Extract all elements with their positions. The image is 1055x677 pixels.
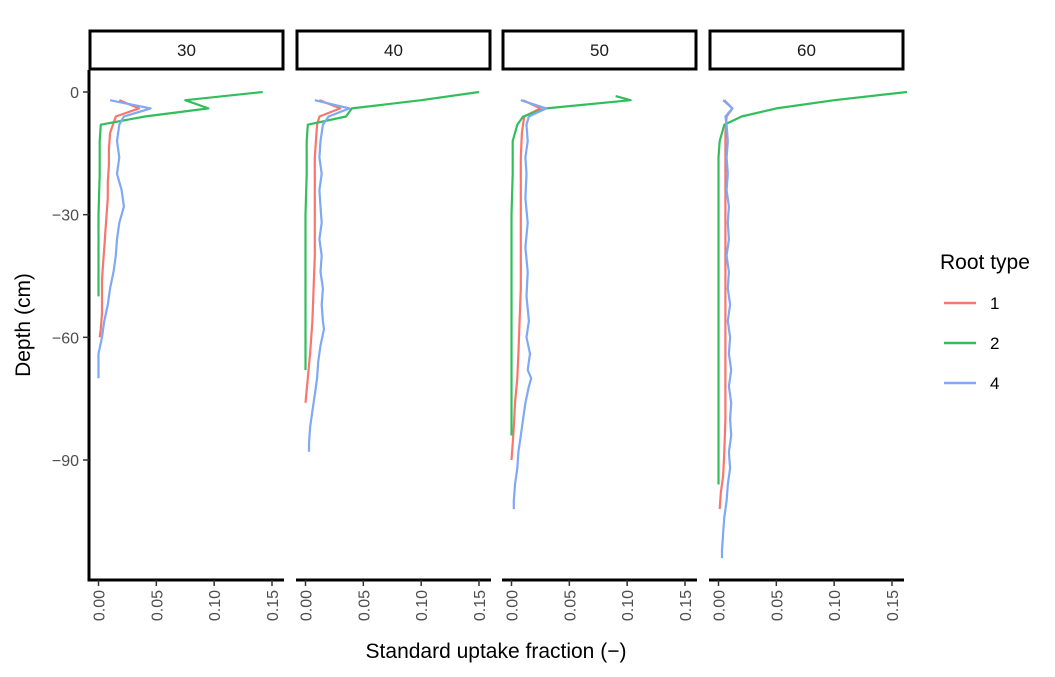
facet-strip (88, 29, 285, 71)
y-tick-label: −60 (52, 330, 79, 347)
panels-layer: 30 0.00 0.05 0.10 0.15 40 0.00 0.05 0.10 0.15 50 0.… (88, 29, 908, 621)
x-tick-label: 0.00 (505, 590, 522, 621)
facet-strip (501, 29, 698, 71)
facet-strip (295, 29, 492, 71)
y-tick-label: −90 (52, 453, 79, 470)
legend-label-4: 4 (990, 374, 999, 393)
series-line-4-panel-50 (512, 99, 548, 510)
legend-label-2: 2 (990, 334, 999, 353)
series-line-1-panel-30 (98, 99, 141, 338)
legend: Root type 1 2 4 (940, 251, 1030, 393)
x-tick-label: 0.05 (149, 590, 166, 621)
legend-title: Root type (940, 251, 1030, 274)
facet-panel-50: 50 0.00 0.05 0.10 0.15 (501, 29, 698, 621)
y-tick-label: −30 (52, 208, 79, 225)
x-tick-label: 0.05 (356, 590, 373, 621)
series-line-2-panel-30 (97, 90, 263, 297)
facet-panel-40: 40 0.00 0.05 0.10 0.15 (295, 29, 492, 621)
facet-strip-label: 60 (797, 41, 816, 60)
y-axis: 0 −30 −60 −90 (52, 70, 91, 582)
x-axis-title: Standard uptake fraction (−) (366, 640, 627, 663)
x-tick-label: 0.10 (620, 590, 637, 621)
series-line-1-panel-50 (510, 99, 542, 461)
facet-strip (708, 29, 905, 71)
y-axis-title: Depth (cm) (12, 273, 35, 377)
x-tick-label: 0.10 (827, 590, 844, 621)
series-line-2-panel-60 (717, 90, 908, 485)
x-tick-label: 0.05 (562, 590, 579, 621)
facet-panel-30: 30 0.00 0.05 0.10 0.15 (88, 29, 285, 621)
facet-strip-label: 40 (384, 41, 403, 60)
series-line-4-panel-60 (720, 99, 734, 559)
x-tick-label: 0.00 (299, 590, 316, 621)
legend-label-1: 1 (990, 294, 999, 313)
series-line-1-panel-40 (304, 99, 342, 403)
facet-strip-label: 30 (177, 41, 196, 60)
x-tick-label: 0.10 (414, 590, 431, 621)
x-tick-label: 0.10 (207, 590, 224, 621)
series-line-2-panel-40 (304, 90, 480, 370)
x-tick-label: 0.00 (92, 590, 109, 621)
x-tick-label: 0.00 (712, 590, 729, 621)
x-tick-label: 0.15 (885, 590, 902, 621)
x-tick-label: 0.15 (678, 590, 695, 621)
x-tick-label: 0.15 (265, 590, 282, 621)
x-tick-label: 0.15 (472, 590, 489, 621)
facet-strip-label: 50 (590, 41, 609, 60)
series-line-4-panel-30 (97, 99, 152, 379)
x-tick-label: 0.05 (769, 590, 786, 621)
facet-panel-60: 60 0.00 0.05 0.10 0.15 (708, 29, 908, 621)
y-tick-label: 0 (70, 85, 79, 102)
series-line-4-panel-40 (307, 99, 351, 452)
